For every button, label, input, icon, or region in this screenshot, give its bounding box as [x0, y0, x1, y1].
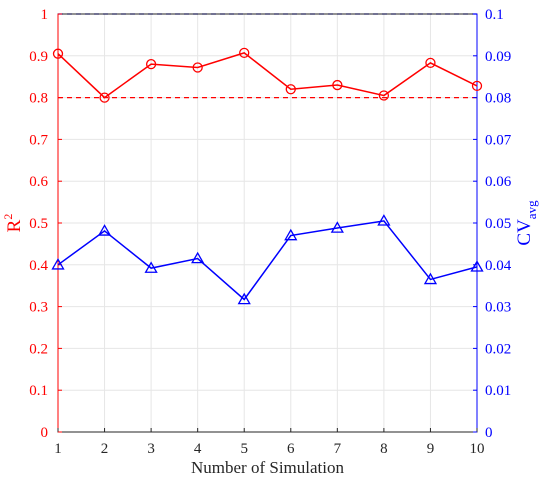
x-tick-label: 1	[54, 441, 62, 457]
left-y-tick-label: 0.4	[29, 258, 48, 274]
right-y-tick-label: 0.04	[485, 258, 512, 274]
right-y-axis-title-sub: avg	[524, 200, 539, 219]
data-point-triangle	[191, 251, 205, 264]
left-y-tick-label: 0.1	[29, 383, 48, 399]
x-tick-label: 10	[470, 441, 485, 457]
axis-ticks: 1 2 3 4 5 6 7 8 9 1000.10.20.30.40.50.60.70.80.91…	[29, 7, 512, 457]
data-point-triangle	[330, 221, 344, 233]
data-point-circle	[378, 90, 390, 101]
data-point-triangle	[237, 292, 251, 305]
data-point-circle	[471, 80, 483, 92]
right-y-tick-label: 0.06	[485, 174, 512, 190]
grid-lines	[57, 13, 478, 433]
data-point-circle	[239, 47, 250, 59]
left-y-axis-title-base: R	[4, 219, 25, 232]
x-axis-title: Number of Simulation	[191, 458, 344, 477]
x-tick-label: 4	[194, 441, 202, 457]
left-y-tick-label: 0.6	[29, 174, 48, 190]
right-y-tick-label: 0.03	[485, 300, 511, 316]
right-y-axis-title: CVavg	[514, 200, 539, 246]
series-line-left	[57, 52, 478, 99]
data-point-triangle	[470, 260, 484, 272]
x-tick-label: 7	[334, 441, 342, 457]
series-line-right	[57, 220, 478, 301]
data-point-triangle	[144, 261, 158, 273]
data-point-circle	[285, 84, 296, 95]
x-tick-label: 5	[240, 441, 248, 457]
data-point-circle	[192, 62, 203, 73]
data-point-circle	[52, 48, 64, 59]
right-y-tick-label: 0.08	[485, 91, 511, 107]
left-y-tick-label: 0.2	[29, 341, 48, 357]
data-point-triangle	[423, 272, 438, 285]
left-y-tick-label: 0.8	[29, 91, 48, 107]
left-y-tick-label: 0.7	[29, 132, 48, 148]
right-y-tick-label: 0.09	[485, 49, 511, 65]
right-y-tick-label: 0.1	[485, 7, 504, 23]
data-point-triangle	[377, 214, 391, 226]
data-point-triangle	[284, 228, 298, 241]
data-point-triangle	[51, 257, 65, 270]
data-point-circle	[332, 79, 343, 91]
data-point-triangle	[97, 224, 112, 236]
left-y-axis-title-sup: 2	[1, 214, 15, 220]
x-tick-label: 6	[287, 441, 295, 457]
right-y-tick-label: 0.01	[485, 383, 511, 399]
data-point-circle	[99, 92, 110, 103]
right-y-tick-label: 0.05	[485, 216, 511, 232]
right-y-tick-label: 0.07	[485, 132, 512, 148]
x-tick-label: 8	[380, 441, 388, 457]
left-y-tick-label: 0.5	[29, 216, 48, 232]
left-y-tick-label: 1	[41, 7, 49, 23]
right-y-tick-label: 0.02	[485, 341, 511, 357]
left-y-axis-title: R2	[1, 214, 25, 233]
left-y-tick-label: 0	[41, 425, 49, 441]
x-tick-label: 9	[427, 441, 435, 457]
left-y-tick-label: 0.9	[29, 49, 48, 65]
right-y-axis-title-base: CV	[514, 219, 535, 246]
left-y-tick-label: 0.3	[29, 300, 48, 316]
data-point-circle	[425, 57, 436, 69]
data-point-circle	[145, 59, 157, 70]
data-series	[51, 47, 484, 305]
right-y-tick-label: 0	[485, 425, 493, 441]
x-tick-label: 3	[147, 441, 155, 457]
x-tick-label: 2	[101, 441, 109, 457]
